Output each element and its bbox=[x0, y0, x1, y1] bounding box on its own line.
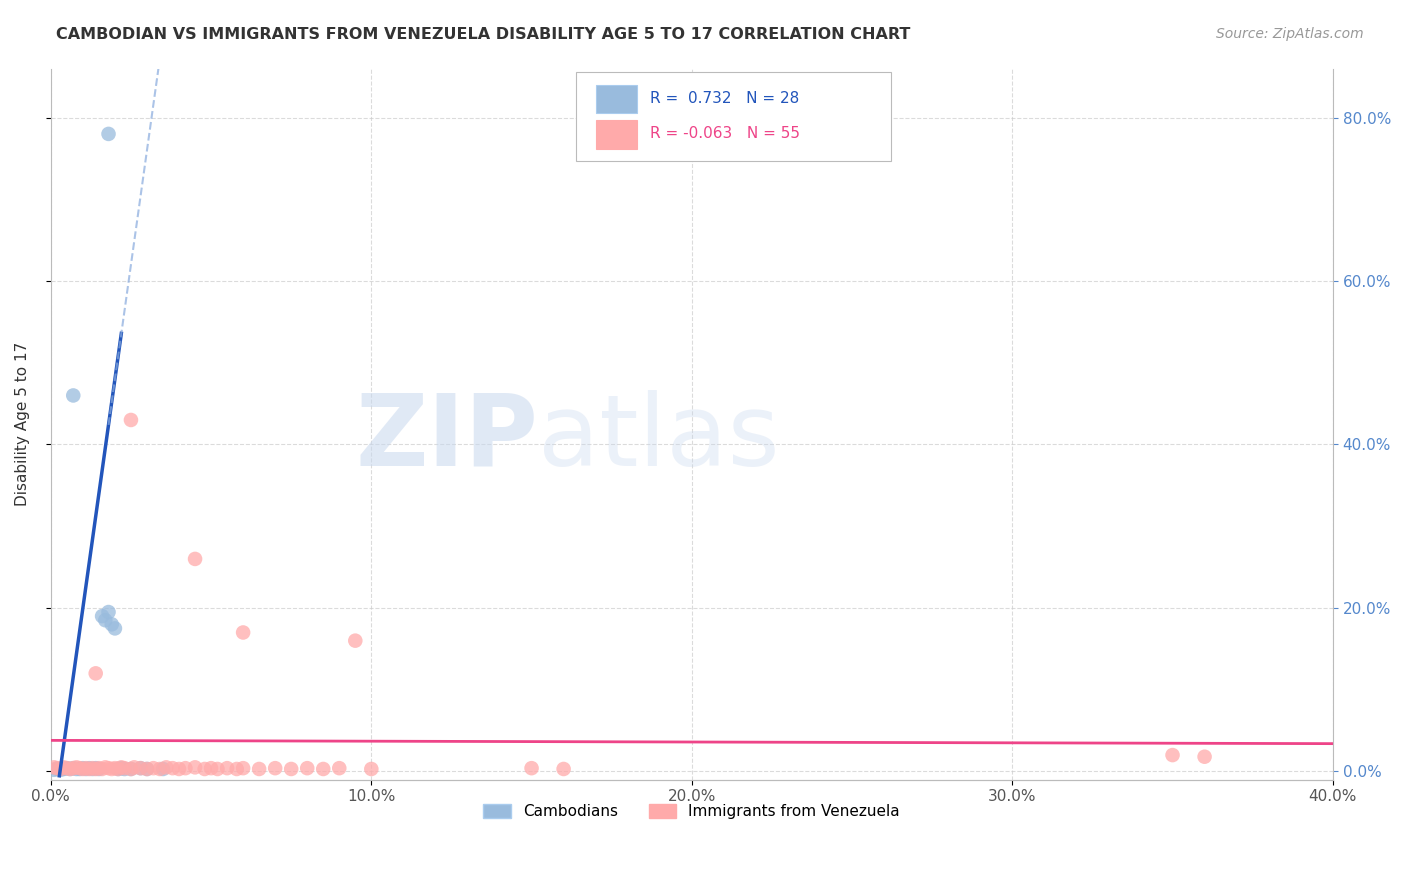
Point bbox=[110, 760, 132, 774]
Point bbox=[107, 762, 129, 776]
Point bbox=[107, 762, 129, 776]
Point bbox=[264, 761, 287, 775]
Point bbox=[79, 762, 101, 776]
Point bbox=[232, 761, 254, 775]
Point bbox=[184, 552, 207, 566]
Y-axis label: Disability Age 5 to 17: Disability Age 5 to 17 bbox=[15, 342, 30, 506]
Point bbox=[297, 761, 319, 775]
Point bbox=[97, 605, 120, 619]
Point bbox=[100, 762, 122, 776]
Point bbox=[162, 761, 184, 775]
Point bbox=[82, 762, 104, 776]
Point bbox=[553, 762, 575, 776]
Point bbox=[79, 761, 101, 775]
Point bbox=[136, 762, 159, 776]
Point bbox=[75, 761, 97, 775]
Point bbox=[94, 613, 117, 627]
Point bbox=[120, 762, 142, 776]
Point bbox=[114, 762, 136, 776]
Point bbox=[328, 761, 350, 775]
Point bbox=[122, 760, 145, 774]
Point bbox=[312, 762, 335, 776]
Point bbox=[360, 762, 382, 776]
Point bbox=[72, 762, 94, 776]
Point bbox=[167, 762, 190, 776]
Point bbox=[207, 762, 229, 776]
Point bbox=[104, 621, 127, 635]
Point bbox=[155, 760, 177, 774]
Point bbox=[82, 761, 104, 775]
Point bbox=[42, 760, 65, 774]
Point bbox=[72, 761, 94, 775]
Point bbox=[56, 761, 79, 775]
Point bbox=[97, 127, 120, 141]
Point bbox=[232, 625, 254, 640]
Point bbox=[174, 761, 197, 775]
Point bbox=[225, 762, 247, 776]
Point bbox=[84, 666, 107, 681]
Point bbox=[56, 761, 79, 775]
Point bbox=[520, 761, 543, 775]
Point bbox=[91, 762, 114, 776]
Point bbox=[94, 760, 117, 774]
Point bbox=[1161, 748, 1184, 763]
Point bbox=[104, 761, 127, 775]
Point bbox=[247, 762, 270, 776]
Point bbox=[280, 762, 302, 776]
Text: ZIP: ZIP bbox=[356, 390, 538, 487]
Point bbox=[46, 762, 69, 776]
Point bbox=[114, 761, 136, 775]
Point bbox=[62, 761, 84, 775]
Point bbox=[65, 760, 87, 774]
Point bbox=[46, 761, 69, 775]
Text: atlas: atlas bbox=[538, 390, 779, 487]
Point bbox=[110, 761, 132, 775]
Point bbox=[87, 761, 110, 775]
Point bbox=[59, 762, 82, 776]
Point bbox=[152, 762, 174, 776]
Point bbox=[184, 760, 207, 774]
Point bbox=[129, 761, 152, 775]
Text: R =  0.732   N = 28: R = 0.732 N = 28 bbox=[650, 91, 799, 106]
FancyBboxPatch shape bbox=[576, 72, 890, 161]
Point bbox=[52, 760, 75, 774]
Point bbox=[49, 763, 72, 777]
Point bbox=[200, 761, 222, 775]
Point bbox=[142, 761, 165, 775]
Point bbox=[87, 762, 110, 776]
Text: CAMBODIAN VS IMMIGRANTS FROM VENEZUELA DISABILITY AGE 5 TO 17 CORRELATION CHART: CAMBODIAN VS IMMIGRANTS FROM VENEZUELA D… bbox=[56, 27, 911, 42]
Point bbox=[84, 761, 107, 775]
Point bbox=[100, 617, 122, 632]
Point bbox=[52, 762, 75, 776]
Point bbox=[75, 762, 97, 776]
Point bbox=[65, 762, 87, 776]
Point bbox=[62, 388, 84, 402]
Point bbox=[120, 762, 142, 776]
Point bbox=[149, 762, 172, 776]
Legend: Cambodians, Immigrants from Venezuela: Cambodians, Immigrants from Venezuela bbox=[478, 798, 907, 825]
Point bbox=[217, 761, 239, 775]
FancyBboxPatch shape bbox=[596, 85, 637, 113]
Point bbox=[69, 762, 91, 776]
Text: R = -0.063   N = 55: R = -0.063 N = 55 bbox=[650, 127, 800, 142]
Point bbox=[59, 762, 82, 776]
Point bbox=[129, 761, 152, 775]
Text: Source: ZipAtlas.com: Source: ZipAtlas.com bbox=[1216, 27, 1364, 41]
Point bbox=[49, 762, 72, 776]
Point bbox=[344, 633, 367, 648]
Point bbox=[42, 763, 65, 777]
Point bbox=[84, 762, 107, 776]
Point bbox=[194, 762, 217, 776]
Point bbox=[69, 761, 91, 775]
Point bbox=[1194, 749, 1216, 764]
FancyBboxPatch shape bbox=[596, 120, 637, 149]
Point bbox=[97, 761, 120, 775]
Point bbox=[62, 761, 84, 775]
Point bbox=[120, 413, 142, 427]
Point bbox=[91, 609, 114, 624]
Point bbox=[136, 762, 159, 776]
